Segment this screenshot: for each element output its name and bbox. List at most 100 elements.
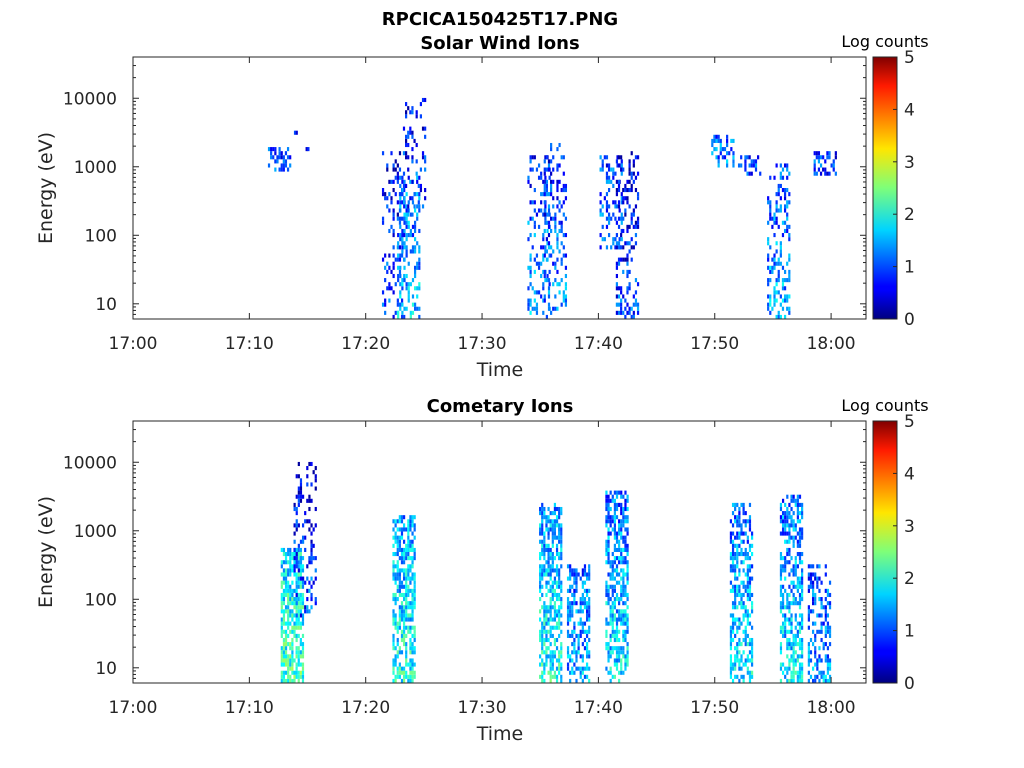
- spectrogram-cell: [280, 674, 283, 679]
- spectrogram-cell: [546, 212, 549, 217]
- spectrogram-cell: [731, 564, 735, 569]
- spectrogram-cell: [553, 531, 557, 536]
- spectrogram-cell: [545, 515, 548, 520]
- spectrogram-cell: [826, 670, 830, 675]
- spectrogram-cell: [547, 220, 551, 225]
- spectrogram-cell: [622, 646, 625, 651]
- spectrogram-cell: [620, 302, 623, 307]
- spectrogram-cell: [605, 502, 608, 507]
- spectrogram-cell: [289, 155, 292, 160]
- spectrogram-cell: [624, 539, 627, 544]
- spectrogram-cell: [613, 633, 616, 638]
- spectrogram-cell: [392, 552, 395, 557]
- spectrogram-cell: [620, 257, 623, 262]
- spectrogram-cell: [750, 670, 754, 675]
- spectrogram-cell: [628, 310, 631, 315]
- spectrogram-cell: [620, 670, 623, 675]
- spectrogram-cell: [618, 543, 621, 548]
- spectrogram-cell: [558, 179, 561, 184]
- spectrogram-cell: [614, 200, 617, 205]
- spectrogram-cell: [624, 543, 627, 548]
- spectrogram-cell: [792, 637, 795, 643]
- spectrogram-cell: [396, 547, 399, 552]
- spectrogram-cell: [786, 678, 789, 683]
- spectrogram-cell: [736, 674, 739, 679]
- spectrogram-cell: [736, 584, 739, 589]
- spectrogram-cell: [798, 592, 802, 598]
- spectrogram-cell: [809, 580, 813, 585]
- spectrogram-cell: [610, 179, 613, 184]
- spectrogram-cell: [533, 155, 536, 160]
- spectrogram-cell: [405, 662, 408, 667]
- spectrogram-cell: [783, 220, 787, 225]
- spectrogram-cell: [809, 658, 813, 663]
- spectrogram-cell: [632, 294, 635, 299]
- spectrogram-cell: [796, 584, 799, 589]
- spectrogram-cell: [618, 560, 621, 565]
- spectrogram-cell: [560, 257, 563, 262]
- spectrogram-cell: [779, 572, 783, 577]
- spectrogram-cell: [544, 249, 547, 254]
- spectrogram-cell: [403, 216, 406, 221]
- spectrogram-cell: [717, 159, 720, 164]
- spectrogram-cell: [407, 167, 410, 172]
- spectrogram-cell: [409, 130, 412, 135]
- spectrogram-cell: [742, 613, 745, 618]
- spectrogram-cell: [617, 224, 621, 229]
- spectrogram-cell: [620, 196, 623, 201]
- spectrogram-cell: [407, 625, 410, 630]
- spectrogram-cell: [392, 527, 395, 532]
- spectrogram-cell: [783, 278, 787, 283]
- spectrogram-cell: [556, 204, 559, 209]
- spectrogram-cell: [796, 654, 799, 659]
- spectrogram-cell: [299, 490, 303, 495]
- spectrogram-cell: [794, 662, 797, 667]
- spectrogram-cell: [304, 547, 307, 552]
- spectrogram-cell: [826, 601, 830, 606]
- spectrogram-cell: [287, 547, 290, 552]
- spectrogram-cell: [551, 625, 554, 630]
- spectrogram-cell: [618, 539, 621, 544]
- spectrogram-cell: [585, 654, 589, 659]
- spectrogram-cell: [809, 674, 813, 679]
- spectrogram-cell: [413, 556, 416, 561]
- spectrogram-cell: [609, 597, 612, 602]
- spectrogram-cell: [531, 216, 534, 221]
- spectrogram-cell: [401, 249, 404, 254]
- spectrogram-cell: [553, 588, 557, 593]
- spectrogram-cell: [399, 306, 402, 311]
- spectrogram-cell: [794, 601, 797, 606]
- spectrogram-cell: [815, 171, 818, 176]
- spectrogram-cell: [401, 302, 404, 307]
- spectrogram-cell: [814, 646, 817, 651]
- spectrogram-cell: [786, 212, 789, 217]
- spectrogram-cell: [601, 224, 604, 229]
- spectrogram-cell: [750, 654, 754, 659]
- spectrogram-cell: [555, 625, 559, 630]
- spectrogram-cell: [560, 302, 563, 307]
- spectrogram-cell: [822, 155, 825, 160]
- spectrogram-cell: [409, 580, 412, 585]
- spectrogram-cell: [301, 670, 305, 675]
- spectrogram-cell: [284, 621, 288, 626]
- spectrogram-cell: [556, 179, 559, 184]
- spectrogram-cell: [544, 220, 547, 225]
- spectrogram-cell: [405, 670, 408, 675]
- spectrogram-cell: [812, 666, 815, 671]
- spectrogram-cell: [397, 175, 400, 180]
- spectrogram-cell: [740, 597, 743, 602]
- spectrogram-cell: [405, 142, 408, 148]
- spectrogram-cell: [394, 552, 397, 557]
- spectrogram-cell: [613, 490, 616, 495]
- spectrogram-cell: [551, 654, 554, 659]
- spectrogram-cell: [547, 670, 550, 675]
- x-ticks: 17:00 17:10 17:20 17:30 17:40 17:50 18:00: [109, 57, 856, 354]
- spectrogram-cell: [801, 674, 804, 679]
- spectrogram-cell: [812, 572, 815, 577]
- spectrogram-cell: [301, 556, 305, 561]
- spectrogram-cell: [533, 220, 536, 225]
- spectrogram-cell: [571, 568, 574, 573]
- spectrogram-cell: [634, 290, 638, 295]
- spectrogram-cell: [798, 637, 802, 643]
